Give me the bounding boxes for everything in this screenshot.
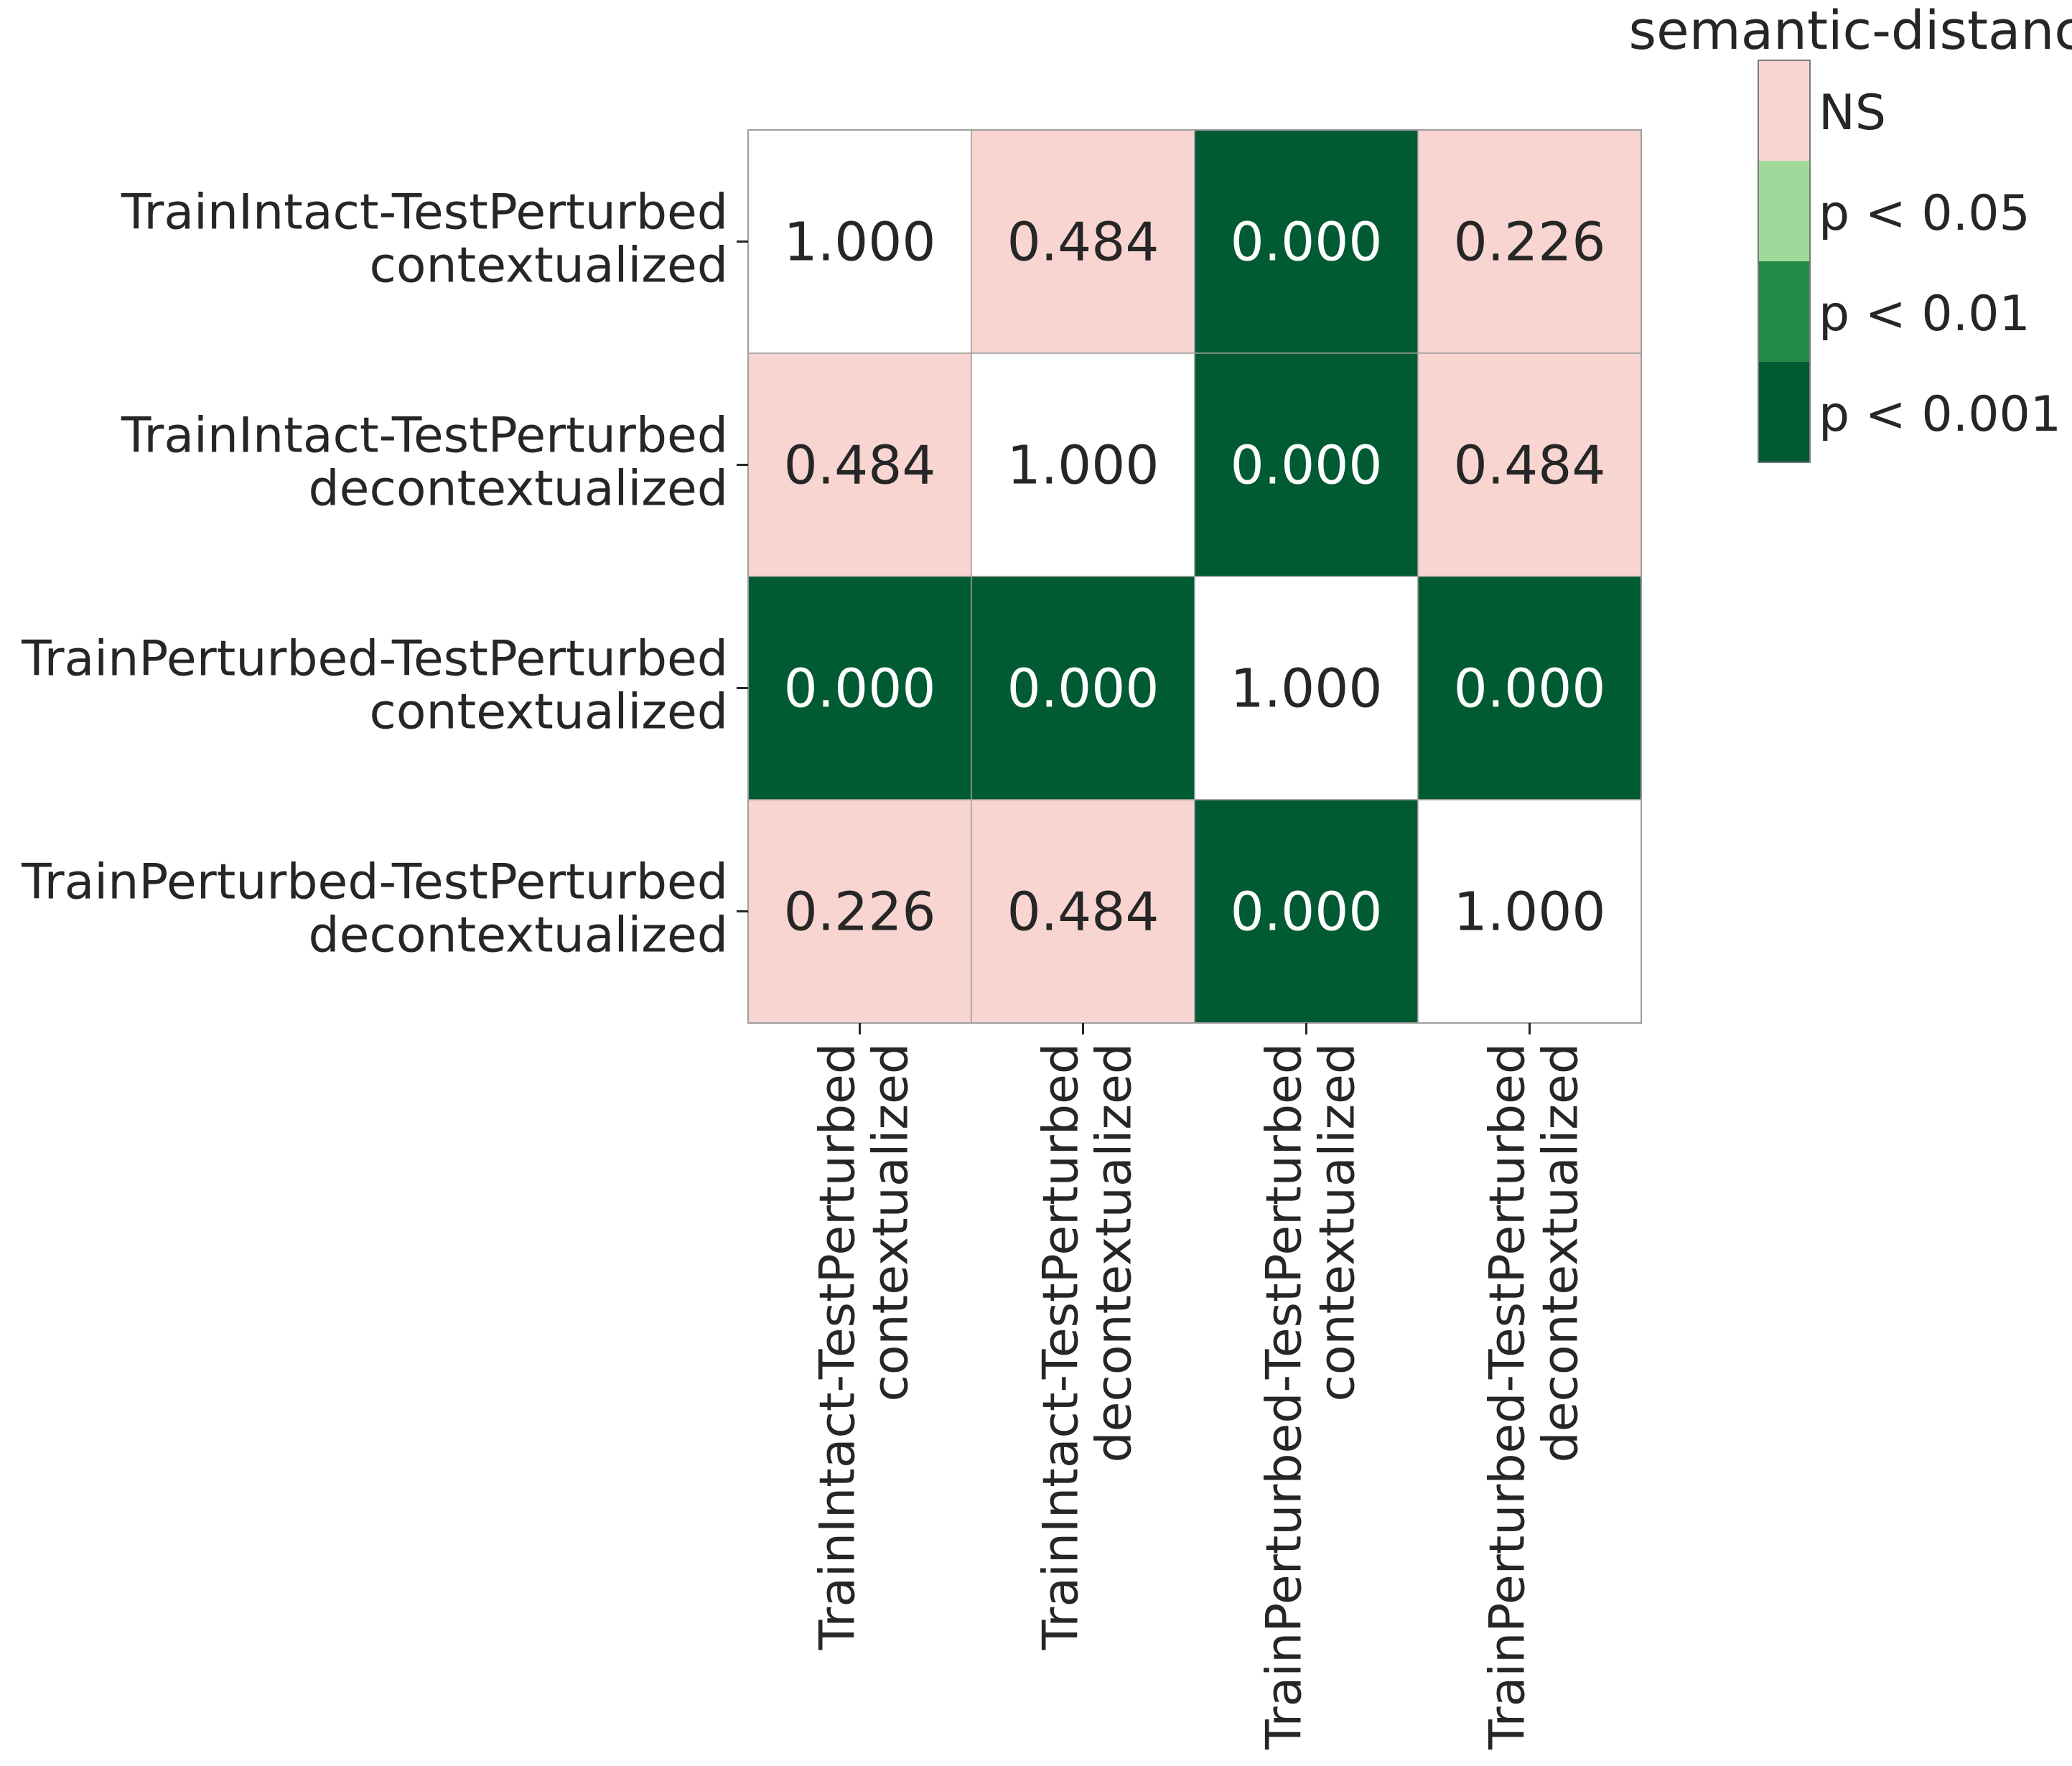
legend-swatch: [1758, 261, 1810, 362]
cell-value-label: 0.000: [784, 658, 936, 720]
legend-title: semantic-distance: [1629, 0, 2072, 62]
y-tick-label: decontextualized: [308, 907, 728, 964]
x-tick-label: decontextualized: [1086, 1043, 1143, 1463]
cell-value-label: 1.000: [784, 212, 936, 274]
heatmap-cell: [747, 799, 972, 1024]
x-tick-label: TrainIntact-TestPerturbed: [1033, 1043, 1090, 1650]
cell-value-label: 0.226: [1454, 212, 1606, 274]
heatmap-frame: [747, 129, 1642, 1024]
x-tick-label: contextualized: [863, 1043, 920, 1402]
y-tick-label: TrainIntact-TestPerturbed: [121, 184, 728, 241]
heatmap-cell: [1417, 799, 1642, 1024]
heatmap-cell: [971, 576, 1195, 800]
cell-value-label: 0.226: [784, 882, 936, 943]
cell-value-label: 0.484: [1454, 435, 1606, 497]
legend-label: p < 0.001: [1819, 386, 2061, 443]
cell-value-label: 0.000: [1454, 658, 1606, 720]
x-tick-label: TrainPerturbed-TestPerturbed: [1480, 1043, 1536, 1750]
heatmap-cell: [971, 129, 1195, 354]
y-tick-label: TrainPerturbed-TestPerturbed: [21, 854, 728, 911]
legend-swatch: [1758, 362, 1810, 462]
cell-value-label: 0.000: [1007, 658, 1159, 720]
heatmap-cell: [971, 799, 1195, 1024]
legend-label: NS: [1819, 85, 1886, 141]
legend-label: p < 0.01: [1819, 286, 2030, 342]
cell-value-label: 0.000: [1231, 212, 1383, 274]
heatmap-cell: [747, 576, 972, 800]
heatmap-cell: [1417, 129, 1642, 354]
row-labels: TrainIntact-TestPerturbedcontextualizedT…: [21, 184, 748, 964]
x-tick-label: TrainIntact-TestPerturbed: [810, 1043, 867, 1650]
cell-value-label: 1.000: [1454, 882, 1606, 943]
heatmap-cell: [971, 352, 1195, 577]
heatmap-cell: [1194, 576, 1419, 800]
legend-swatch: [1758, 60, 1810, 161]
heatmap-cells: 1.000 0.484 0.000 0.226 0.484 1.000 0.000 0.484…: [747, 129, 1642, 1024]
cell-value-label: 1.000: [1007, 435, 1159, 497]
cell-value-label: 0.484: [784, 435, 936, 497]
cell-value-label: 0.484: [1007, 882, 1159, 943]
y-tick-label: contextualized: [369, 238, 728, 294]
heatmap-cell: [1417, 352, 1642, 577]
x-tick-label: decontextualized: [1533, 1043, 1590, 1463]
cell-value-label: 0.000: [1231, 435, 1383, 497]
y-tick-label: TrainIntact-TestPerturbed: [121, 408, 728, 464]
legend-swatch: [1758, 161, 1810, 261]
y-tick-label: decontextualized: [308, 461, 728, 518]
cell-value-label: 1.000: [1231, 658, 1383, 720]
heatmap-cell: [1417, 576, 1642, 800]
x-tick-label: contextualized: [1310, 1043, 1366, 1402]
y-tick-label: contextualized: [369, 684, 728, 741]
y-tick-label: TrainPerturbed-TestPerturbed: [21, 631, 728, 688]
legend-frame: [1758, 60, 1811, 463]
x-tick-label: TrainPerturbed-TestPerturbed: [1256, 1043, 1313, 1750]
heatmap-cell: [1194, 799, 1419, 1024]
heatmap-cell: [1194, 352, 1419, 577]
cell-value-label: 0.000: [1231, 882, 1383, 943]
legend-label: p < 0.05: [1819, 185, 2030, 242]
cell-value-label: 0.484: [1007, 212, 1159, 274]
legend: NS p < 0.05 p < 0.01 p < 0.001: [1758, 60, 2061, 463]
